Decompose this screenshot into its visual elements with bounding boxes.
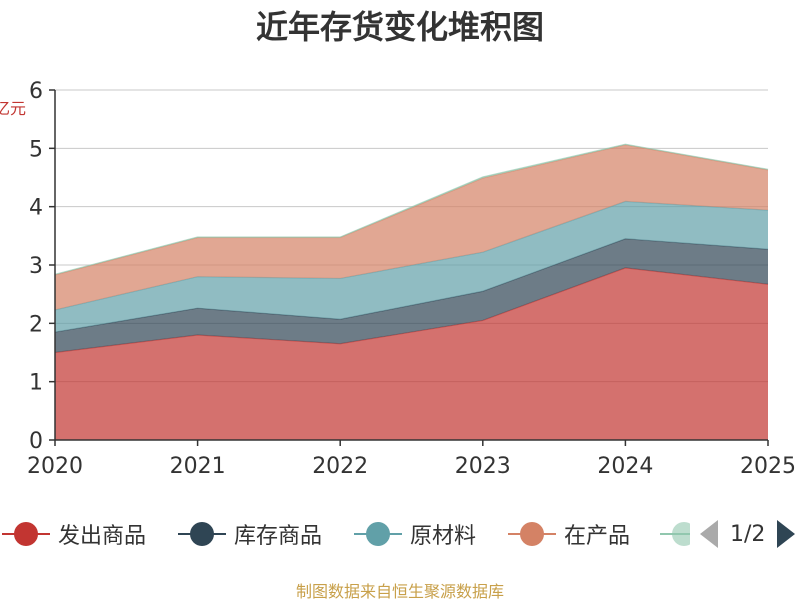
area-line-2 (54, 200, 769, 311)
x-tick-label: 2020 (27, 454, 83, 479)
y-tick-label: 4 (29, 196, 43, 221)
legend-item[interactable]: 发出商品 (2, 512, 146, 556)
legend-next-arrow-icon[interactable] (777, 520, 796, 548)
legend-label: 发出商品 (58, 524, 147, 549)
y-tick-label: 1 (29, 371, 43, 396)
legend-item[interactable] (660, 512, 690, 556)
x-tick-label: 2023 (455, 454, 511, 479)
legend-marker-icon (660, 522, 690, 546)
area-series-3 (55, 144, 768, 310)
legend-pager: 1/2 (700, 512, 796, 556)
y-tick-label: 5 (29, 137, 43, 162)
area-series-0 (55, 267, 768, 440)
legend-marker-icon (508, 522, 556, 546)
legend: 发出商品 库存商品 原材料 在产品 (0, 512, 800, 556)
x-tick-label: 2024 (597, 454, 653, 479)
legend-page-indicator: 1/2 (730, 521, 766, 547)
area-series-1 (55, 238, 768, 353)
x-tick-label: 2022 (312, 454, 368, 479)
legend-label: 库存商品 (234, 524, 323, 549)
legend-marker-icon (178, 522, 226, 546)
legend-item[interactable]: 原材料 (354, 512, 476, 556)
y-tick-label: 6 (29, 79, 43, 104)
legend-marker-icon (2, 522, 50, 546)
area-series-2 (55, 201, 768, 333)
legend-item[interactable]: 库存商品 (178, 512, 322, 556)
y-tick-label: 0 (29, 429, 43, 454)
source-note: 制图数据来自恒生聚源数据库 (295, 582, 504, 601)
y-tick-label: 2 (29, 312, 43, 337)
legend-prev-arrow-icon[interactable] (700, 520, 718, 548)
legend-label: 在产品 (564, 524, 631, 549)
legend-item[interactable]: 在产品 (508, 512, 630, 556)
area-line-4 (54, 143, 769, 275)
x-tick-label: 2025 (740, 454, 796, 479)
y-axis-unit: 亿元 (0, 99, 27, 118)
x-tick-label: 2021 (170, 454, 226, 479)
chart-title: 近年存货变化堆积图 (255, 8, 544, 46)
legend-marker-icon (354, 522, 402, 546)
y-tick-label: 3 (29, 254, 43, 279)
legend-label: 原材料 (410, 524, 477, 549)
